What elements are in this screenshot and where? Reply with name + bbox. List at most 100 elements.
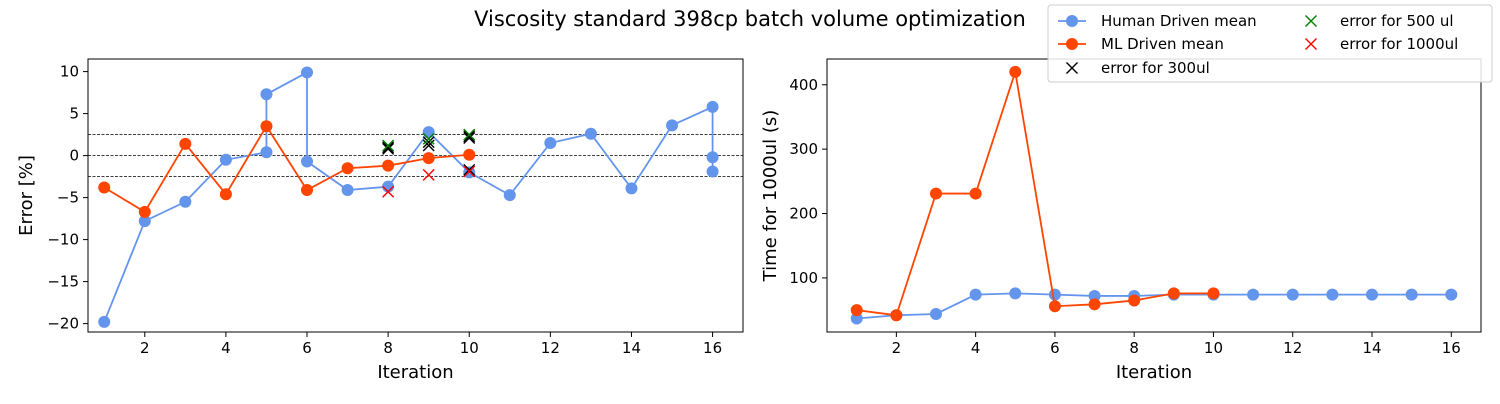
x-tick-label: 16 xyxy=(1442,339,1461,357)
x-marker-point xyxy=(382,139,395,152)
x-marker-point xyxy=(463,128,476,141)
data-point xyxy=(1207,287,1220,300)
series-error-for-500-ul xyxy=(382,128,476,152)
data-point xyxy=(341,184,354,197)
data-point xyxy=(666,119,679,132)
x-marker-point xyxy=(382,142,395,155)
data-point xyxy=(850,312,863,325)
data-point xyxy=(301,155,314,168)
legend-item-error-for-300ul: error for 300ul xyxy=(1066,59,1210,77)
plot-frame xyxy=(87,58,744,333)
data-point xyxy=(219,153,232,166)
legend-marker xyxy=(1066,15,1078,27)
legend-item-error-for-500-ul: error for 500 ul xyxy=(1305,12,1454,30)
data-point xyxy=(1128,294,1141,307)
y-tick-label: 300 xyxy=(789,140,818,158)
data-point xyxy=(422,126,435,139)
y-tick-label: 10 xyxy=(60,63,79,81)
y-tick-label: 100 xyxy=(789,269,818,287)
legend-label: error for 300ul xyxy=(1101,59,1210,77)
data-point xyxy=(706,151,719,164)
x-marker-point xyxy=(422,136,435,149)
series-ml-driven-mean xyxy=(850,65,1220,322)
y-tick-label: 0 xyxy=(69,147,79,165)
y-tick-label: −10 xyxy=(47,231,79,249)
x-tick-label: 10 xyxy=(1204,339,1223,357)
legend-item-ml-driven-mean: ML Driven mean xyxy=(1058,35,1224,53)
data-point xyxy=(1048,288,1061,301)
y-tick-label: −15 xyxy=(47,273,79,291)
data-point xyxy=(969,187,982,200)
legend-label: error for 500 ul xyxy=(1340,12,1454,30)
x-tick-label: 14 xyxy=(1362,339,1381,357)
legend-item-human-driven-mean: Human Driven mean xyxy=(1058,12,1257,30)
legend-label: error for 1000ul xyxy=(1340,35,1458,53)
data-point xyxy=(179,195,192,208)
x-tick-label: 8 xyxy=(1129,339,1139,357)
x-tick-label: 10 xyxy=(460,339,479,357)
x-marker-point xyxy=(463,165,476,178)
series-error-for-1000ul xyxy=(382,165,476,198)
legend-marker xyxy=(1066,62,1078,74)
data-point xyxy=(341,162,354,175)
y-tick-label: 5 xyxy=(69,105,79,123)
data-point xyxy=(1088,289,1101,302)
x-tick-label: 6 xyxy=(1050,339,1060,357)
data-point xyxy=(930,187,942,200)
data-point xyxy=(1445,288,1458,301)
x-tick-label: 12 xyxy=(1283,339,1302,357)
y-axis-label: Error [%] xyxy=(16,155,37,236)
data-point xyxy=(969,288,982,301)
data-point xyxy=(584,127,597,140)
data-point xyxy=(625,182,638,195)
y-tick-label: −20 xyxy=(47,315,79,333)
legend-label: ML Driven mean xyxy=(1101,35,1224,53)
data-point xyxy=(1326,288,1339,301)
data-point xyxy=(219,188,232,201)
legend-item-error-for-1000ul: error for 1000ul xyxy=(1305,35,1458,53)
data-point xyxy=(706,100,719,113)
figure-title: Viscosity standard 398cp batch volume op… xyxy=(474,7,1026,31)
data-point xyxy=(1048,300,1061,313)
legend-marker xyxy=(1305,15,1317,27)
data-point xyxy=(706,165,719,178)
x-tick-label: 12 xyxy=(541,339,560,357)
data-point xyxy=(850,304,863,317)
data-point xyxy=(890,309,903,322)
data-point xyxy=(260,146,273,159)
series-line xyxy=(103,70,714,323)
x-tick-label: 4 xyxy=(971,339,981,357)
data-point xyxy=(1009,287,1022,300)
x-tick-label: 2 xyxy=(140,339,150,357)
data-point xyxy=(1167,287,1180,300)
data-point xyxy=(301,66,314,79)
series-human-driven-mean xyxy=(850,287,1458,325)
data-point xyxy=(1366,288,1378,301)
x-marker-point xyxy=(463,163,476,176)
data-point xyxy=(98,181,111,194)
data-point xyxy=(138,205,151,218)
x-marker-point xyxy=(463,130,476,143)
data-point xyxy=(544,137,557,149)
data-point xyxy=(422,152,435,165)
data-point xyxy=(138,215,151,228)
series-line xyxy=(856,71,1214,317)
x-axis-label: Iteration xyxy=(377,362,453,383)
data-point xyxy=(260,88,273,101)
legend-marker xyxy=(1305,38,1317,50)
data-point xyxy=(260,120,273,133)
x-marker-point xyxy=(463,131,476,144)
data-point xyxy=(1009,65,1022,78)
time-chart: 2 4 6 8 10 12 14 16 100 200 300 400 Iteration Time fo… xyxy=(760,58,1482,383)
legend-frame xyxy=(1047,4,1493,83)
legend-marker xyxy=(1066,38,1078,50)
y-tick-label: 200 xyxy=(789,205,818,223)
data-point xyxy=(1247,288,1260,301)
data-point xyxy=(382,159,395,172)
y-axis-label: Time for 1000ul (s) xyxy=(760,110,781,283)
plot-frame xyxy=(826,58,1482,333)
data-point xyxy=(1405,288,1418,301)
x-marker-point xyxy=(422,132,435,145)
error-chart: 2 4 6 8 10 12 14 16 10 5 0 −5 −10 −15 −20 Iteration Erro… xyxy=(16,58,744,383)
